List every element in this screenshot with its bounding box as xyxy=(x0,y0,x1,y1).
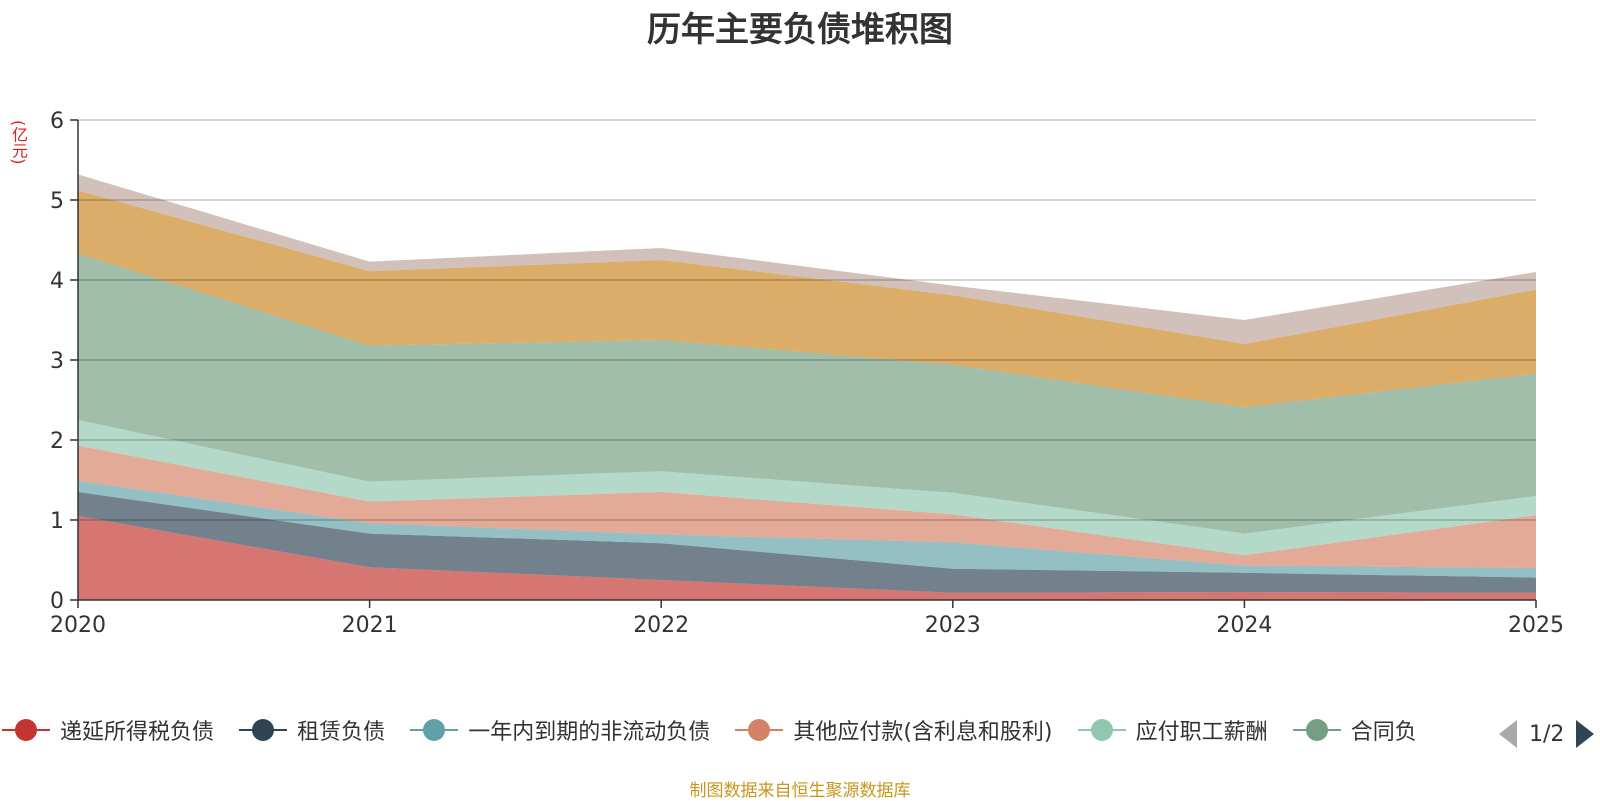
y-tick-label-5: 5 xyxy=(50,189,64,214)
area-series-4 xyxy=(78,420,1536,556)
y-tick-label-4: 4 xyxy=(50,269,64,294)
legend-marker-2 xyxy=(408,718,460,742)
legend-item-0[interactable]: 递延所得税负债 xyxy=(0,714,214,746)
legend-next-page-button[interactable] xyxy=(1576,720,1595,748)
y-tick-label-6: 6 xyxy=(50,109,64,134)
data-source-note: 制图数据来自恒生聚源数据库 xyxy=(689,781,911,801)
area-series-3 xyxy=(78,445,1536,568)
legend-item-1[interactable]: 租赁负债 xyxy=(237,714,385,746)
legend-label-1: 租赁负债 xyxy=(297,720,386,745)
legend: 递延所得税负债 租赁负债 一年内到期的非流动负债 其他应付款(含利息和股利) 应… xyxy=(0,714,1600,754)
area-series-0 xyxy=(78,516,1536,600)
area-series-2 xyxy=(78,480,1536,578)
area-series-6 xyxy=(78,190,1536,408)
legend-marker-4 xyxy=(1076,718,1128,742)
area-series-1 xyxy=(78,492,1536,593)
x-tick-label-5: 2025 xyxy=(1508,613,1564,638)
legend-label-3: 其他应付款(含利息和股利) xyxy=(793,720,1053,745)
legend-track: 递延所得税负债 租赁负债 一年内到期的非流动负债 其他应付款(含利息和股利) 应… xyxy=(0,714,1495,754)
legend-pager: 1/2 xyxy=(1495,714,1600,754)
legend-label-0: 递延所得税负债 xyxy=(60,720,215,745)
legend-marker-0 xyxy=(0,718,52,742)
x-tick-label-3: 2023 xyxy=(925,613,981,638)
legend-marker-5 xyxy=(1291,718,1343,742)
y-tick-label-1: 1 xyxy=(50,509,64,534)
x-tick-label-4: 2024 xyxy=(1216,613,1272,638)
legend-label-2: 一年内到期的非流动负债 xyxy=(468,720,711,745)
y-tick-label-3: 3 xyxy=(50,349,64,374)
legend-item-4[interactable]: 应付职工薪酬 xyxy=(1076,714,1268,746)
chart-title: 历年主要负债堆积图 xyxy=(647,10,953,50)
y-tick-label-0: 0 xyxy=(50,589,64,614)
legend-item-2[interactable]: 一年内到期的非流动负债 xyxy=(408,714,710,746)
legend-prev-page-button[interactable] xyxy=(1499,720,1517,748)
legend-item-3[interactable]: 其他应付款(含利息和股利) xyxy=(733,714,1053,746)
legend-page-indicator: 1/2 xyxy=(1529,721,1565,747)
x-tick-label-0: 2020 xyxy=(50,613,106,638)
legend-item-5[interactable]: 合同负 xyxy=(1291,714,1417,746)
y-axis-unit-label: (亿元) xyxy=(9,120,28,165)
area-series-5 xyxy=(78,253,1536,534)
x-tick-label-2: 2022 xyxy=(633,613,689,638)
y-tick-label-2: 2 xyxy=(50,429,64,454)
legend-label-5: 合同负 xyxy=(1350,720,1417,745)
legend-marker-3 xyxy=(733,718,785,742)
legend-marker-1 xyxy=(237,718,289,742)
x-tick-label-1: 2021 xyxy=(342,613,398,638)
legend-label-4: 应付职工薪酬 xyxy=(1135,720,1268,745)
